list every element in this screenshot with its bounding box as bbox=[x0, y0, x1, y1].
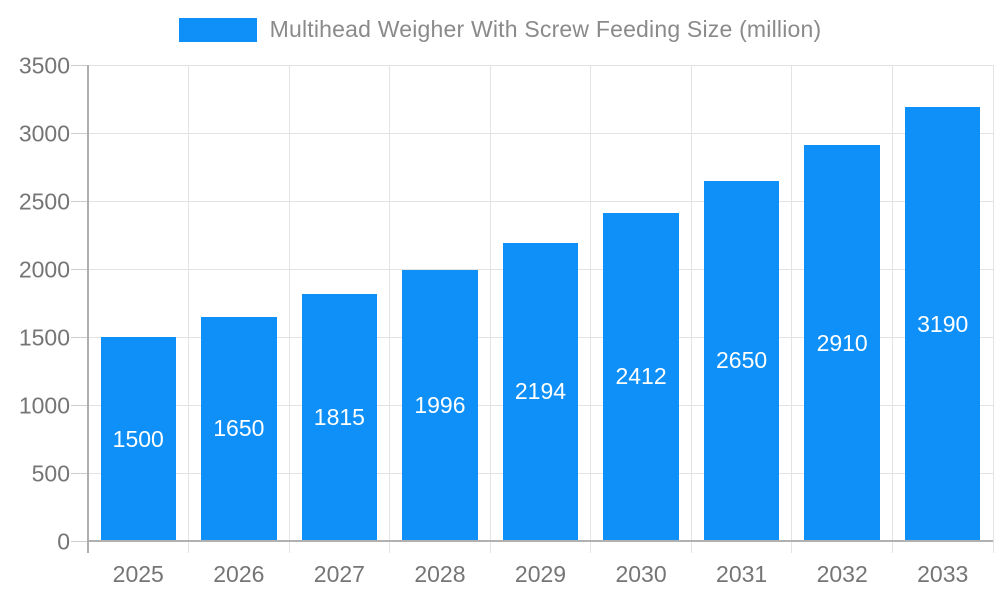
v-gridline bbox=[389, 65, 391, 553]
bar-2025[interactable]: 1500 bbox=[100, 337, 176, 541]
bar-2032[interactable]: 2910 bbox=[804, 145, 880, 541]
bar-value-label: 1500 bbox=[112, 425, 164, 452]
y-tick-label: 3000 bbox=[18, 120, 70, 147]
v-gridline bbox=[891, 65, 893, 553]
bar-2027[interactable]: 1815 bbox=[301, 294, 378, 541]
bar-value-label: 3190 bbox=[917, 310, 969, 337]
x-tick-label: 2025 bbox=[112, 561, 164, 587]
y-tick-mark bbox=[71, 337, 88, 338]
v-gridline bbox=[791, 65, 793, 553]
x-tick-label: 2032 bbox=[816, 561, 868, 587]
x-tick-label: 2026 bbox=[213, 561, 265, 587]
bar-value-label: 2650 bbox=[716, 347, 768, 374]
bar-2033[interactable]: 3190 bbox=[905, 107, 981, 541]
y-tick-mark bbox=[71, 405, 88, 406]
bar-2028[interactable]: 1996 bbox=[402, 269, 478, 541]
y-tick-label: 500 bbox=[31, 460, 70, 487]
x-tick-label: 2031 bbox=[716, 561, 768, 587]
x-tick-label: 2028 bbox=[414, 561, 466, 587]
h-gridline bbox=[88, 132, 993, 134]
h-gridline bbox=[88, 64, 993, 66]
y-tick-label: 3500 bbox=[18, 52, 70, 79]
bar-value-label: 2194 bbox=[514, 378, 567, 405]
bar-value-label: 1815 bbox=[313, 404, 365, 431]
bar-value-label: 1996 bbox=[414, 391, 466, 418]
v-gridline bbox=[489, 65, 491, 553]
y-tick-label: 2000 bbox=[18, 256, 70, 283]
legend-swatch bbox=[178, 17, 257, 42]
bar-2031[interactable]: 2650 bbox=[703, 180, 780, 541]
y-axis-line bbox=[87, 65, 89, 553]
y-tick-mark bbox=[71, 541, 88, 542]
v-gridline bbox=[690, 65, 692, 553]
bar-2029[interactable]: 2194 bbox=[502, 242, 579, 541]
plot-area: 1500 1650 1815 1996 2194 2412 2650 2910 3190 bbox=[88, 64, 994, 553]
x-tick-label: 2030 bbox=[615, 561, 667, 587]
y-tick-mark bbox=[71, 269, 88, 270]
bar-2026[interactable]: 1650 bbox=[201, 316, 277, 541]
v-gridline bbox=[188, 65, 190, 553]
x-tick-label: 2027 bbox=[313, 561, 365, 587]
v-gridline bbox=[288, 65, 290, 553]
bar-value-label: 2412 bbox=[615, 363, 667, 390]
bar-2030[interactable]: 2412 bbox=[603, 212, 679, 541]
v-gridline bbox=[590, 65, 592, 553]
y-tick-mark bbox=[71, 65, 88, 66]
x-axis-labels: 2025 2026 2027 2028 2029 2030 2031 2032 2033 bbox=[88, 558, 993, 590]
legend-label: Multihead Weigher With Screw Feeding Siz… bbox=[269, 16, 822, 42]
y-tick-label: 1000 bbox=[18, 392, 70, 419]
x-tick-label: 2033 bbox=[917, 561, 969, 587]
bar-value-label: 2910 bbox=[816, 329, 868, 356]
x-axis-line bbox=[88, 540, 993, 542]
y-tick-mark bbox=[71, 201, 88, 202]
legend[interactable]: Multihead Weigher With Screw Feeding Siz… bbox=[0, 16, 1000, 43]
y-tick-label: 0 bbox=[57, 528, 70, 555]
bar-value-label: 1650 bbox=[213, 415, 265, 442]
y-tick-mark bbox=[71, 133, 88, 134]
v-gridline bbox=[992, 65, 994, 553]
y-tick-label: 2500 bbox=[18, 188, 70, 215]
y-tick-label: 1500 bbox=[18, 324, 70, 351]
h-gridline bbox=[88, 200, 993, 202]
y-tick-mark bbox=[71, 473, 88, 474]
x-tick-label: 2029 bbox=[514, 561, 567, 587]
